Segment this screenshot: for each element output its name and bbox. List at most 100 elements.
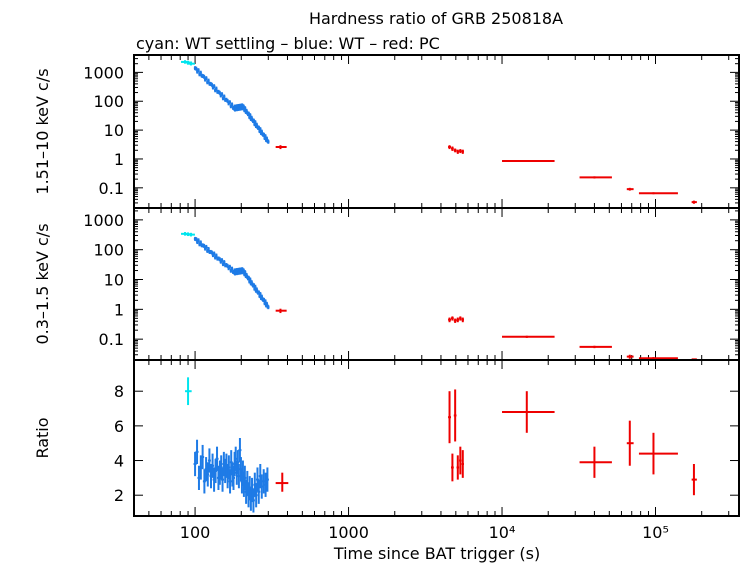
- wt-point: [207, 78, 210, 83]
- wt-point: [265, 467, 269, 492]
- settling-point: [185, 377, 192, 406]
- wt-point: [230, 102, 234, 107]
- wt-point: [201, 444, 205, 470]
- wt-point: [211, 453, 215, 478]
- wt-point: [195, 439, 199, 464]
- wt-point: [234, 446, 238, 471]
- wt-point: [238, 438, 242, 463]
- pc-point: [450, 146, 454, 151]
- wt-point: [267, 139, 270, 144]
- pc-point: [453, 318, 457, 323]
- wt-point: [259, 127, 262, 132]
- pc-point: [691, 200, 697, 204]
- wt-point: [218, 257, 221, 262]
- pc-point: [450, 316, 454, 321]
- pc-point: [448, 391, 451, 444]
- y-axis-label: Ratio: [33, 417, 52, 458]
- wt-point: [220, 258, 224, 263]
- settling-point: [186, 61, 195, 66]
- wt-point: [199, 70, 202, 75]
- wt-point: [264, 134, 267, 139]
- wt-point: [218, 90, 221, 95]
- pc-point: [691, 464, 697, 496]
- panel-hard: 1000 100 10 1 0.1 1.51–10 keV c/s: [33, 54, 740, 209]
- wt-point: [236, 450, 240, 475]
- wt-point: [254, 483, 258, 508]
- panel-ratio: 8 6 4 2 Ratio: [33, 359, 740, 517]
- pc-point: [502, 335, 555, 338]
- wt-point: [230, 266, 234, 271]
- wt-point: [210, 82, 214, 87]
- pc-point: [638, 432, 678, 475]
- wt-point: [215, 253, 218, 258]
- wt-point: [205, 76, 208, 81]
- pc-point: [448, 317, 451, 323]
- y-tick-label: 10: [104, 121, 124, 140]
- pc-point: [459, 446, 462, 475]
- wt-point: [221, 467, 225, 492]
- wt-point: [243, 270, 247, 275]
- wt-point: [228, 264, 231, 269]
- wt-point: [197, 68, 200, 73]
- pc-point: [626, 354, 634, 359]
- pc-point: [450, 453, 454, 482]
- y-tick-label: 6: [114, 417, 124, 436]
- y-tick-label: 1: [114, 300, 124, 319]
- chart-subtitle: cyan: WT settling – blue: WT – red: PC: [136, 34, 440, 53]
- pc-point: [275, 308, 287, 314]
- pc-point: [626, 187, 634, 191]
- wt-point: [222, 94, 226, 99]
- pc-point: [275, 472, 289, 492]
- wt-point: [212, 84, 216, 89]
- pc-point: [461, 450, 464, 478]
- y-tick-label: 1: [114, 150, 124, 169]
- wt-point: [207, 246, 210, 251]
- chart-title: Hardness ratio of GRB 250818A: [309, 9, 563, 28]
- wt-point: [220, 92, 224, 97]
- y-axis-label: 1.51–10 keV c/s: [33, 68, 52, 194]
- pc-point: [275, 145, 287, 150]
- wt-point: [199, 240, 202, 245]
- wt-point: [227, 455, 231, 480]
- wt-point: [267, 305, 270, 310]
- wt-point: [222, 260, 226, 265]
- wt-point: [248, 113, 252, 118]
- wt-point: [194, 66, 198, 71]
- y-axis-label: 0.3–1.5 keV c/s: [33, 223, 52, 344]
- wt-point: [243, 465, 247, 490]
- wt-point: [194, 237, 198, 242]
- wt-point: [215, 446, 219, 471]
- wt-point: [212, 251, 216, 256]
- y-tick-label: 0.1: [99, 179, 124, 198]
- wt-point: [205, 244, 208, 249]
- pc-point: [453, 148, 457, 153]
- settling-point: [186, 232, 195, 237]
- wt-point: [254, 284, 257, 289]
- y-tick-label: 100: [93, 92, 124, 111]
- wt-point: [206, 462, 210, 487]
- wt-point: [228, 100, 231, 105]
- y-tick-label: 1000: [83, 211, 124, 230]
- wt-point: [197, 238, 200, 243]
- wt-point: [264, 299, 267, 304]
- pc-point: [461, 149, 464, 154]
- panel-frame: [133, 359, 740, 517]
- y-tick-label: 10: [104, 271, 124, 290]
- wt-point: [243, 106, 247, 111]
- wt-point: [202, 74, 206, 79]
- wt-point: [254, 120, 257, 125]
- pc-point: [579, 176, 612, 179]
- y-tick-label: 4: [114, 452, 124, 471]
- y-tick-label: 8: [114, 382, 124, 401]
- pc-point: [638, 357, 678, 360]
- pc-point: [448, 145, 451, 150]
- y-tick-label: 100: [93, 241, 124, 260]
- y-tick-label: 2: [114, 486, 124, 505]
- wt-point: [228, 469, 232, 494]
- panel-soft: 1000 100 10 1 0.1 0.3–1.5 keV c/s: [33, 207, 740, 361]
- pc-point: [459, 149, 462, 154]
- pc-point: [502, 391, 555, 433]
- x-tick-label: 10⁵: [642, 523, 669, 542]
- x-tick-label: 1000: [328, 523, 369, 542]
